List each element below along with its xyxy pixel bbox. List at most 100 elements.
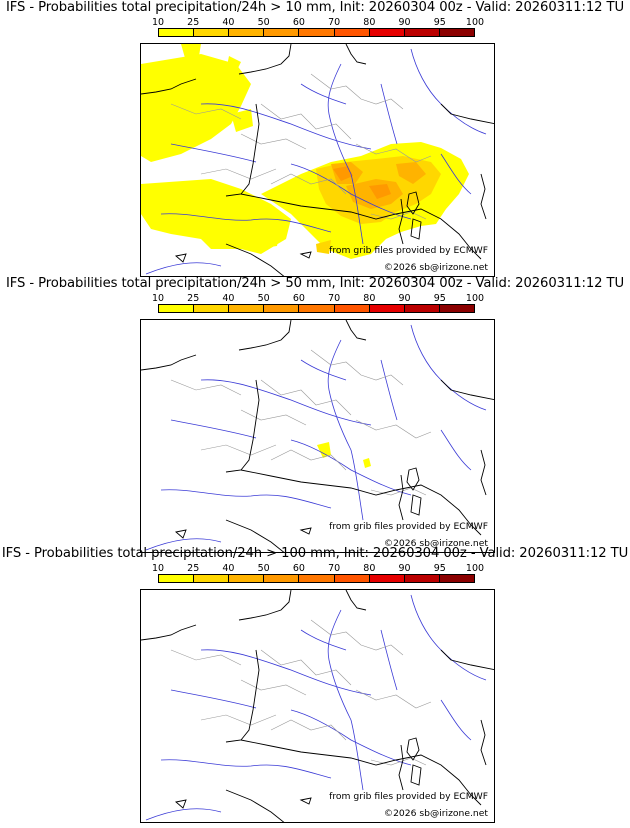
probability-area-50: [333, 166, 353, 181]
colorbar-tick-label: 60: [292, 17, 305, 28]
colorbar-segment: [299, 575, 335, 582]
colorbar-segment: [439, 575, 474, 582]
colorbar-segment: [439, 305, 474, 312]
colorbar-segment: [264, 305, 300, 312]
map-title: IFS - Probabilities total precipitation/…: [5, 0, 625, 15]
probability-area-10: [227, 56, 241, 72]
colorbar-tick-label: 10: [151, 17, 165, 28]
colorbar-tick-label: 70: [328, 563, 341, 574]
colorbar-segment: [264, 29, 300, 36]
colorbar-tick-label: 90: [398, 17, 411, 28]
colorbar-tick-label: 40: [222, 17, 235, 28]
colorbar-segment: [334, 305, 370, 312]
colorbar-tick-label: 60: [292, 563, 305, 574]
colorbar-tick-label: 40: [222, 293, 235, 304]
source-credit: from grib files provided by ECMWF: [329, 791, 488, 802]
map-canvas: [141, 320, 494, 552]
map-title: IFS - Probabilities total precipitation/…: [5, 276, 625, 291]
colorbar-segment: [194, 305, 230, 312]
colorbar-tick-label: 95: [433, 293, 446, 304]
probability-area-10: [363, 458, 371, 468]
map-panel-100mm: IFS - Probabilities total precipitation/…: [0, 546, 630, 823]
colorbar-tick-label: 100: [465, 563, 485, 574]
colorbar-tick-label: 50: [257, 293, 270, 304]
probability-area-10: [317, 442, 331, 458]
colorbar-tick-label: 40: [222, 563, 235, 574]
colorbar-segment: [334, 29, 370, 36]
map-panel-10mm: IFS - Probabilities total precipitation/…: [0, 0, 630, 277]
probability-shading: [141, 44, 469, 259]
colorbar-tick-label: 70: [328, 17, 341, 28]
colorbar: [158, 574, 475, 583]
colorbar-segment: [159, 305, 195, 312]
coastlines: [141, 44, 494, 276]
map-title: IFS - Probabilities total precipitation/…: [1, 546, 629, 561]
small-islands: [175, 737, 422, 809]
map-panel-50mm: IFS - Probabilities total precipitation/…: [0, 276, 630, 553]
colorbar-tick-label: 90: [398, 293, 411, 304]
colorbar-tick-label: 25: [187, 293, 200, 304]
colorbar-tick-label: 95: [433, 563, 446, 574]
colorbar-tick-label: 10: [151, 563, 165, 574]
colorbar-segment: [404, 29, 440, 36]
colorbar-segment: [439, 29, 474, 36]
colorbar-tick-label: 70: [328, 293, 341, 304]
probability-area-10: [231, 109, 253, 132]
copyright: ©2026 sb@irizone.net: [383, 808, 488, 819]
colorbar-segment: [194, 575, 230, 582]
probability-map: from grib files provided by ECMWF ©2026 …: [140, 589, 495, 823]
colorbar-segment: [404, 575, 440, 582]
colorbar-tick-label: 10: [151, 293, 165, 304]
probability-area-40: [396, 162, 426, 184]
colorbar-tick-label: 100: [465, 17, 485, 28]
probability-area-10: [181, 44, 201, 58]
colorbar-tick-label: 60: [292, 293, 305, 304]
rivers: [145, 48, 487, 275]
colorbar-tick-label: 80: [363, 17, 376, 28]
coastlines: [141, 590, 494, 822]
colorbar-segment: [159, 575, 195, 582]
colorbar-tick-label: 50: [257, 563, 270, 574]
colorbar-segment: [229, 305, 265, 312]
colorbar-segment: [229, 575, 265, 582]
map-canvas: [141, 590, 494, 822]
colorbar-tick-label: 80: [363, 563, 376, 574]
colorbar-segment: [229, 29, 265, 36]
rivers: [145, 594, 487, 821]
coastlines: [141, 320, 494, 552]
probability-area-10: [261, 236, 279, 248]
colorbar-segment: [194, 29, 230, 36]
probability-map: from grib files provided by ECMWF ©2026 …: [140, 319, 495, 553]
colorbar: [158, 28, 475, 37]
colorbar-segment: [299, 29, 335, 36]
colorbar-tick-label: 25: [187, 563, 200, 574]
colorbar-segment: [299, 305, 335, 312]
colorbar-segment: [159, 29, 195, 36]
colorbar-tick-label: 95: [433, 17, 446, 28]
colorbar-tick-label: 25: [187, 17, 200, 28]
rivers: [145, 324, 487, 551]
probability-map: from grib files provided by ECMWF ©2026 …: [140, 43, 495, 277]
borders: [170, 619, 432, 766]
probability-shading: [317, 442, 371, 468]
borders: [170, 349, 432, 496]
colorbar-tick-label: 80: [363, 293, 376, 304]
colorbar-segment: [369, 305, 405, 312]
colorbar-segment: [369, 29, 405, 36]
colorbar-tick-label: 90: [398, 563, 411, 574]
copyright: ©2026 sb@irizone.net: [383, 262, 488, 273]
borders: [170, 73, 432, 220]
small-islands: [175, 467, 422, 539]
colorbar-segment: [334, 575, 370, 582]
copyright: ©2026 sb@irizone.net: [383, 538, 488, 549]
probability-area-25: [316, 240, 331, 254]
colorbar: [158, 304, 475, 313]
colorbar-ticks: 10 25 40 50 60 70 80 90 95 100: [140, 17, 490, 28]
probability-area-50: [369, 184, 391, 199]
source-credit: from grib files provided by ECMWF: [329, 521, 488, 532]
map-canvas: [141, 44, 494, 276]
colorbar-ticks: 10 25 40 50 60 70 80 90 95 100: [140, 563, 490, 574]
colorbar-segment: [264, 575, 300, 582]
probability-area-10: [141, 179, 291, 254]
colorbar-tick-label: 50: [257, 17, 270, 28]
